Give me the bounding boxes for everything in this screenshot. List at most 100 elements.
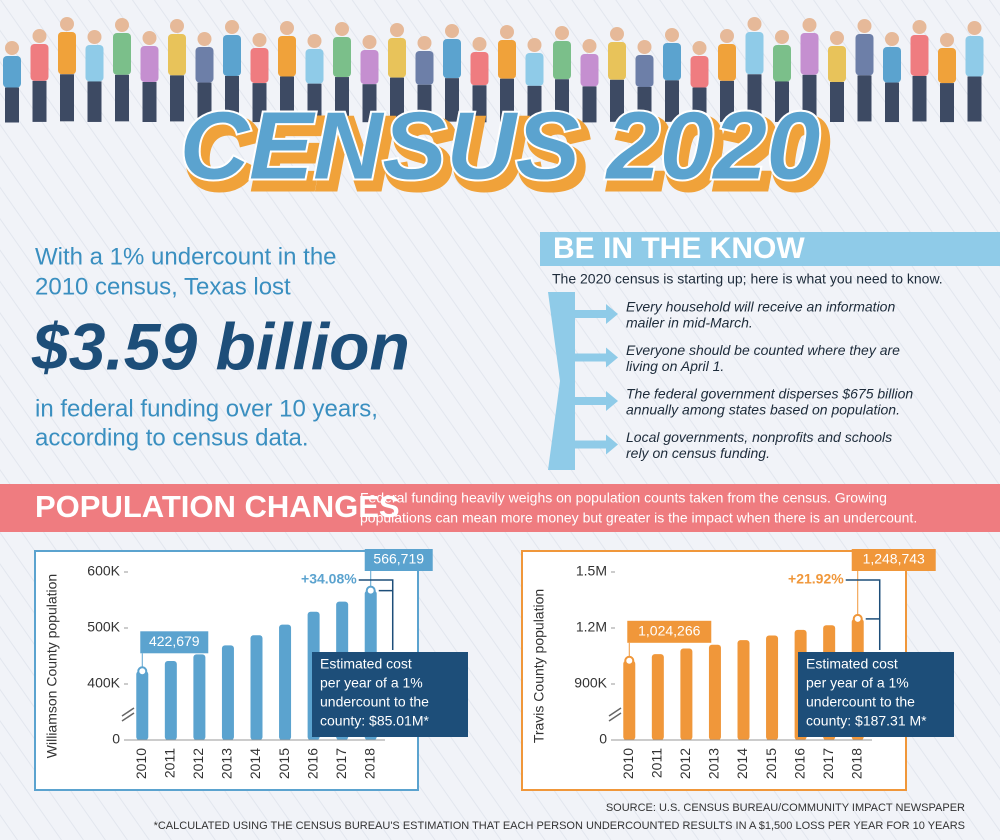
person-legs: [5, 87, 19, 123]
person-legs: [170, 75, 184, 122]
person-head: [87, 30, 102, 44]
title-shadow: CENSUS 2020: [186, 100, 826, 207]
bar: [737, 640, 750, 740]
person-legs: [857, 75, 872, 122]
source: SOURCE: U.S. CENSUS BUREAU/COMMUNITY IMP…: [606, 802, 965, 814]
people-illustration: [3, 17, 984, 123]
callout-text: undercount to the: [806, 694, 915, 710]
know-list: Every household will receive an informat…: [575, 299, 913, 461]
x-tick-label: 2012: [677, 748, 693, 779]
know-item: Every household will receive an informat…: [626, 299, 895, 315]
person-body: [30, 44, 49, 81]
person-body: [168, 34, 186, 76]
person-body: [553, 41, 571, 80]
person-body: [883, 47, 901, 83]
person-body: [360, 50, 379, 85]
x-tick-label: 2010: [133, 748, 149, 779]
y-tick-label: 600K: [87, 563, 120, 579]
axis-break: [608, 707, 622, 717]
person-legs: [252, 83, 267, 123]
person-legs: [637, 86, 652, 123]
person-legs: [445, 78, 459, 122]
person-legs: [60, 74, 74, 122]
callout-text: county: $187.31 M*: [806, 713, 927, 729]
person-head: [197, 32, 212, 46]
section-band: [0, 484, 1000, 532]
footnote: *CALCULATED USING THE CENSUS BUREAU'S ES…: [154, 820, 965, 832]
bar: [766, 635, 779, 740]
person-head: [940, 33, 954, 47]
x-tick-label: 2015: [276, 748, 292, 779]
callout-text: undercount to the: [320, 694, 429, 710]
person-body: [938, 48, 956, 84]
person-head: [32, 29, 47, 43]
person-body: [140, 46, 159, 82]
x-tick-label: 2017: [333, 748, 349, 779]
bar: [136, 671, 149, 740]
change-label: +21.92%: [788, 571, 844, 587]
intro-line: in federal funding over 10 years,: [35, 395, 378, 422]
section-text: Federal funding heavily weighs on popula…: [360, 490, 887, 506]
person-head: [665, 28, 679, 42]
person-legs: [967, 76, 982, 122]
know-item: Everyone should be counted where they ar…: [626, 342, 900, 358]
person-body: [745, 32, 764, 75]
amount: $3.59 billion: [31, 309, 410, 383]
bar: [250, 635, 263, 740]
label-dot: [365, 585, 376, 596]
person-legs: [307, 83, 322, 123]
person-legs: [775, 81, 789, 122]
person-legs: [555, 79, 569, 122]
person-body: [855, 34, 874, 76]
person-legs: [940, 83, 954, 123]
person-legs: [610, 79, 624, 122]
person-head: [830, 31, 844, 45]
person-legs: [87, 81, 102, 122]
person-legs: [885, 82, 899, 123]
person-body: [663, 43, 681, 81]
know-item: mailer in mid-March.: [626, 315, 753, 331]
person-head: [417, 36, 432, 50]
intro-line: 2010 census, Texas lost: [35, 273, 291, 300]
x-tick-label: 2016: [304, 748, 320, 779]
person-body: [223, 35, 241, 76]
arrow-head: [606, 434, 618, 455]
person-legs: [912, 75, 927, 122]
axis-break: [121, 712, 135, 722]
person-body: [58, 32, 76, 75]
y-tick-label: 400K: [87, 675, 120, 691]
know-banner: [540, 232, 1000, 266]
person-body: [3, 56, 21, 88]
person-body: [443, 39, 461, 79]
know-item: living on April 1.: [626, 358, 724, 374]
person-body: [333, 37, 351, 78]
person-body: [525, 53, 544, 86]
person-head: [225, 20, 239, 34]
value-label-box: [627, 620, 712, 643]
callout-text: per year of a 1%: [320, 675, 423, 691]
person-legs: [665, 80, 679, 122]
y-tick-label: 1.5M: [576, 563, 607, 579]
x-tick-label: 2016: [791, 748, 807, 779]
person-legs: [500, 78, 514, 122]
person-head: [720, 29, 734, 43]
person-head: [912, 20, 927, 34]
value-label: 422,679: [149, 633, 200, 649]
person-head: [527, 38, 542, 52]
change-arrow: [358, 579, 394, 650]
bar: [193, 654, 206, 740]
person-body: [718, 44, 736, 81]
value-label-box: [364, 549, 433, 571]
person-legs: [692, 87, 707, 123]
bar: [680, 648, 693, 740]
person-head: [170, 19, 184, 33]
x-tick-label: 2014: [247, 748, 263, 779]
arrow-head: [606, 391, 618, 411]
y-axis-label: Travis County population: [531, 589, 547, 743]
person-legs: [225, 75, 239, 122]
bar: [164, 661, 177, 740]
x-tick-label: 2018: [361, 748, 377, 779]
person-legs: [335, 77, 349, 122]
callout-text: Estimated cost: [320, 656, 412, 672]
